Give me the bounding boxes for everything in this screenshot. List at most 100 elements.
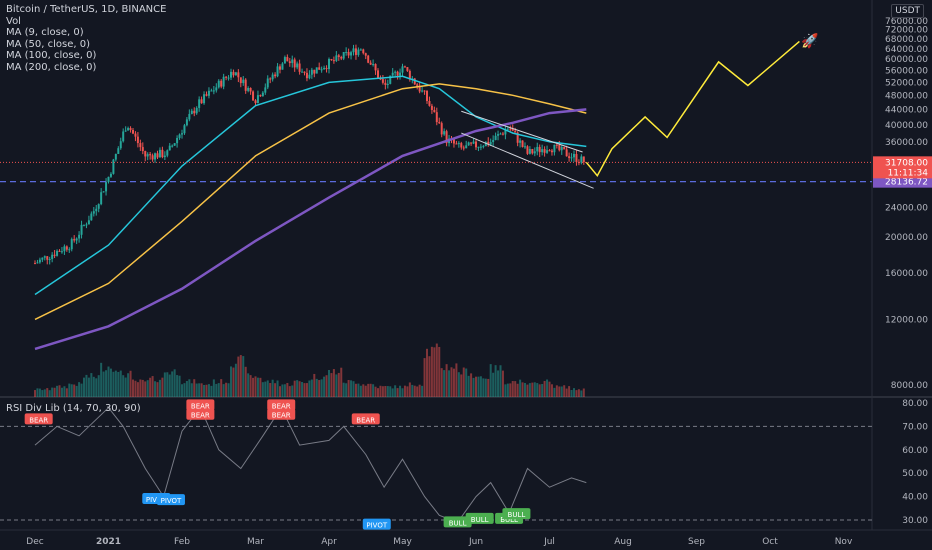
candle-body — [127, 128, 130, 131]
volume-bar — [423, 358, 426, 397]
volume-bar — [90, 373, 93, 397]
candle-body — [501, 133, 504, 135]
candle-body — [173, 143, 176, 146]
candle-body — [132, 129, 134, 134]
candle-body — [154, 153, 157, 160]
volume-bar — [205, 384, 208, 397]
candle-body — [369, 62, 372, 65]
candle-body — [144, 151, 147, 157]
candle-body — [176, 137, 179, 144]
candle-body — [220, 80, 223, 87]
candle-body — [389, 75, 392, 84]
volume-bar — [482, 378, 485, 397]
volume-bar — [114, 370, 117, 397]
candle-body — [230, 71, 232, 78]
candle-body — [413, 78, 416, 85]
volume-bar — [161, 377, 164, 397]
moving-average-line — [34, 75, 587, 296]
volume-bar — [399, 385, 402, 397]
candle-body — [60, 251, 63, 253]
candle-body — [139, 143, 142, 148]
indicator-ma9[interactable]: MA (9, close, 0) — [6, 27, 84, 38]
volume-bar — [144, 381, 147, 397]
volume-bar — [389, 386, 392, 397]
volume-bar — [352, 381, 355, 397]
rsi-signal-label: BULL — [508, 511, 526, 519]
volume-bar — [73, 384, 76, 397]
indicator-ma100[interactable]: MA (100, close, 0) — [6, 50, 97, 61]
volume-bar — [227, 383, 230, 397]
candle-body — [457, 143, 460, 145]
candle-body — [472, 141, 475, 144]
candle-body — [440, 123, 443, 135]
candle-body — [141, 147, 144, 152]
volume-bar — [46, 388, 49, 397]
candle-body — [158, 149, 161, 158]
rsi-tick-label: 80.00 — [902, 399, 928, 409]
moving-average-line — [34, 108, 587, 351]
time-tick-label: Feb — [174, 537, 190, 547]
volume-bar — [528, 383, 531, 397]
candle-body — [87, 220, 90, 225]
candle-body — [423, 90, 426, 92]
indicator-ma200[interactable]: MA (200, close, 0) — [6, 61, 97, 73]
price-tick-label: 20000.00 — [885, 233, 928, 243]
volume-bar — [252, 377, 255, 397]
volume-bar — [230, 366, 232, 397]
volume-bar — [107, 366, 110, 397]
volume-bar — [408, 382, 411, 397]
candle-body — [207, 90, 210, 96]
volume-bar — [41, 390, 44, 397]
volume-bar — [347, 379, 350, 397]
channel-line — [461, 110, 583, 153]
volume-bar — [154, 381, 157, 397]
symbol-title[interactable]: Bitcoin / TetherUS, 1D, BINANCE — [6, 4, 167, 15]
price-tick-label: 72000.00 — [885, 26, 928, 36]
volume-bar — [112, 371, 115, 397]
volume-bar — [377, 388, 379, 397]
candle-body — [291, 59, 294, 64]
support-price-label: 28136.72 — [885, 178, 928, 188]
projection-path — [585, 40, 800, 178]
volume-bar — [239, 355, 242, 397]
candle-body — [492, 140, 495, 143]
candle-body — [460, 143, 463, 148]
indicator-ma50[interactable]: MA (50, close, 0) — [6, 38, 91, 50]
volume-bar — [526, 384, 529, 397]
candle-body — [166, 150, 169, 156]
candle-body — [367, 55, 370, 63]
volume-bar — [369, 383, 372, 397]
candle-body — [509, 128, 512, 130]
candle-body — [210, 90, 213, 92]
volume-bar — [48, 390, 51, 397]
time-tick-label: Jun — [468, 537, 483, 547]
countdown-label: 11:11:34 — [888, 168, 929, 178]
candle-body — [151, 155, 154, 160]
candle-body — [548, 150, 551, 152]
candle-body — [149, 154, 152, 156]
rsi-signal-label: BEAR — [272, 402, 291, 410]
candle-body — [401, 66, 404, 73]
volume-bar — [117, 371, 120, 397]
candle-body — [68, 249, 71, 251]
candle-body — [203, 94, 206, 104]
indicator-vol[interactable]: Vol — [6, 15, 21, 27]
candle-body — [252, 91, 255, 101]
volume-bar — [308, 380, 311, 397]
candle-body — [195, 107, 198, 114]
volume-bar — [301, 381, 304, 397]
currency-label[interactable]: USDT — [891, 4, 924, 18]
volume-bar — [65, 388, 68, 397]
volume-bar — [577, 389, 580, 397]
volume-bar — [124, 377, 127, 397]
volume-bar — [83, 377, 85, 397]
current-price-tag — [873, 156, 932, 179]
candle-body — [266, 78, 269, 88]
volume-bar — [100, 362, 103, 397]
candle-body — [396, 71, 399, 76]
candle-body — [421, 90, 424, 92]
candle-body — [264, 87, 267, 93]
volume-bar — [119, 370, 122, 397]
rsi-indicator-label[interactable]: RSI Div Lib (14, 70, 30, 90) — [6, 403, 141, 414]
